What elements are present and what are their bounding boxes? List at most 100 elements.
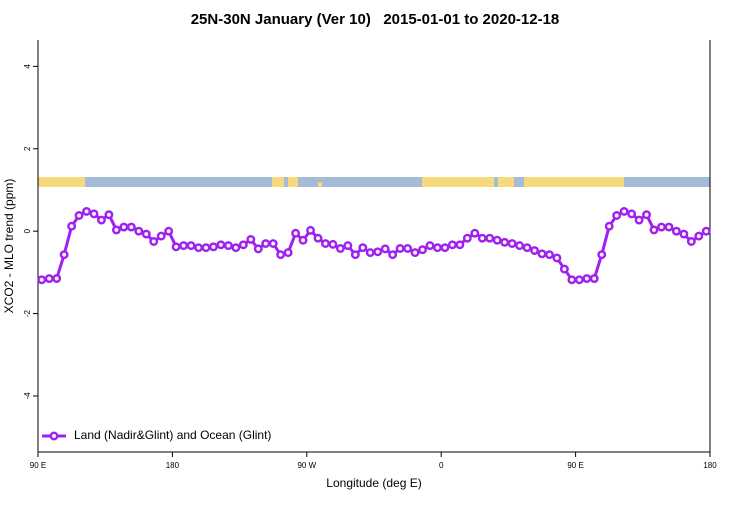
point <box>530 246 539 255</box>
point <box>126 222 136 232</box>
point <box>462 233 472 243</box>
point <box>574 275 584 285</box>
x-axis-label: Longitude (deg E) <box>326 476 421 490</box>
point <box>470 228 480 238</box>
point <box>522 243 532 253</box>
land-band <box>38 177 85 187</box>
point <box>701 226 711 236</box>
point <box>395 244 405 253</box>
point <box>388 250 398 260</box>
point <box>328 239 338 249</box>
y-tick-label: 2 <box>23 146 32 151</box>
point <box>111 225 121 235</box>
point <box>276 250 286 260</box>
point <box>179 241 189 251</box>
legend-marker <box>49 431 59 441</box>
land-band <box>288 177 298 187</box>
point <box>418 245 427 255</box>
point <box>67 221 77 231</box>
x-tick-label: 90 E <box>567 461 583 470</box>
point <box>37 275 47 285</box>
point <box>582 274 592 283</box>
point <box>664 222 674 232</box>
point <box>149 237 159 246</box>
point <box>604 221 614 231</box>
y-tick-label: -4 <box>23 392 32 400</box>
land-band <box>318 182 322 187</box>
point <box>619 206 629 216</box>
point <box>44 274 54 283</box>
land-band <box>272 177 284 187</box>
chart-title: 25N-30N January (Ver 10) 2015-01-01 to 2… <box>191 11 560 28</box>
point <box>89 209 99 219</box>
point <box>373 247 383 257</box>
point <box>238 240 248 250</box>
point <box>268 239 278 248</box>
point <box>433 243 442 253</box>
point <box>597 250 607 260</box>
point <box>171 242 181 252</box>
land-band <box>422 177 494 187</box>
point <box>164 226 174 236</box>
x-tick-label: 180 <box>166 461 180 470</box>
point <box>425 241 435 251</box>
point <box>589 274 599 283</box>
point <box>365 248 375 258</box>
point <box>440 243 450 253</box>
point <box>283 248 293 258</box>
point <box>455 240 465 250</box>
point <box>343 241 353 251</box>
point <box>671 226 681 236</box>
point <box>231 243 241 253</box>
point <box>253 244 263 254</box>
point <box>485 233 495 243</box>
point <box>291 228 301 238</box>
point <box>261 239 271 248</box>
point <box>447 240 457 250</box>
point <box>119 222 129 232</box>
series-line <box>41 209 708 282</box>
point <box>74 211 84 220</box>
point <box>649 225 659 235</box>
point <box>686 237 696 246</box>
point <box>321 239 330 248</box>
point <box>515 241 525 251</box>
point <box>82 206 91 216</box>
point <box>634 215 644 225</box>
point <box>492 235 502 245</box>
point <box>335 244 345 253</box>
point <box>403 244 413 253</box>
point <box>223 241 233 251</box>
land-band <box>524 177 624 187</box>
point <box>141 229 151 239</box>
y-axis-label: XCO2 - MLO trend (ppm) <box>2 179 16 314</box>
point <box>306 225 315 235</box>
x-tick-label: 180 <box>703 461 717 470</box>
y-tick-label: 0 <box>23 228 32 233</box>
x-tick-label: 90 E <box>30 461 46 470</box>
point <box>216 240 226 250</box>
point <box>679 229 689 239</box>
point <box>694 231 704 241</box>
point <box>156 231 166 241</box>
point <box>194 243 203 253</box>
point <box>201 243 211 253</box>
point <box>104 210 114 220</box>
point <box>52 274 62 283</box>
ocean-band <box>38 177 710 187</box>
point <box>186 241 196 251</box>
point <box>246 234 256 244</box>
point <box>410 248 420 258</box>
point <box>97 215 106 225</box>
y-tick-label: -2 <box>23 309 32 317</box>
point <box>559 264 569 274</box>
point <box>358 243 368 253</box>
x-tick-label: 90 W <box>297 461 316 470</box>
point <box>134 226 144 236</box>
point <box>612 211 622 220</box>
point <box>350 250 360 260</box>
point <box>657 222 666 232</box>
point <box>507 239 517 248</box>
point <box>545 250 554 260</box>
x-tick-label: 0 <box>439 461 444 470</box>
